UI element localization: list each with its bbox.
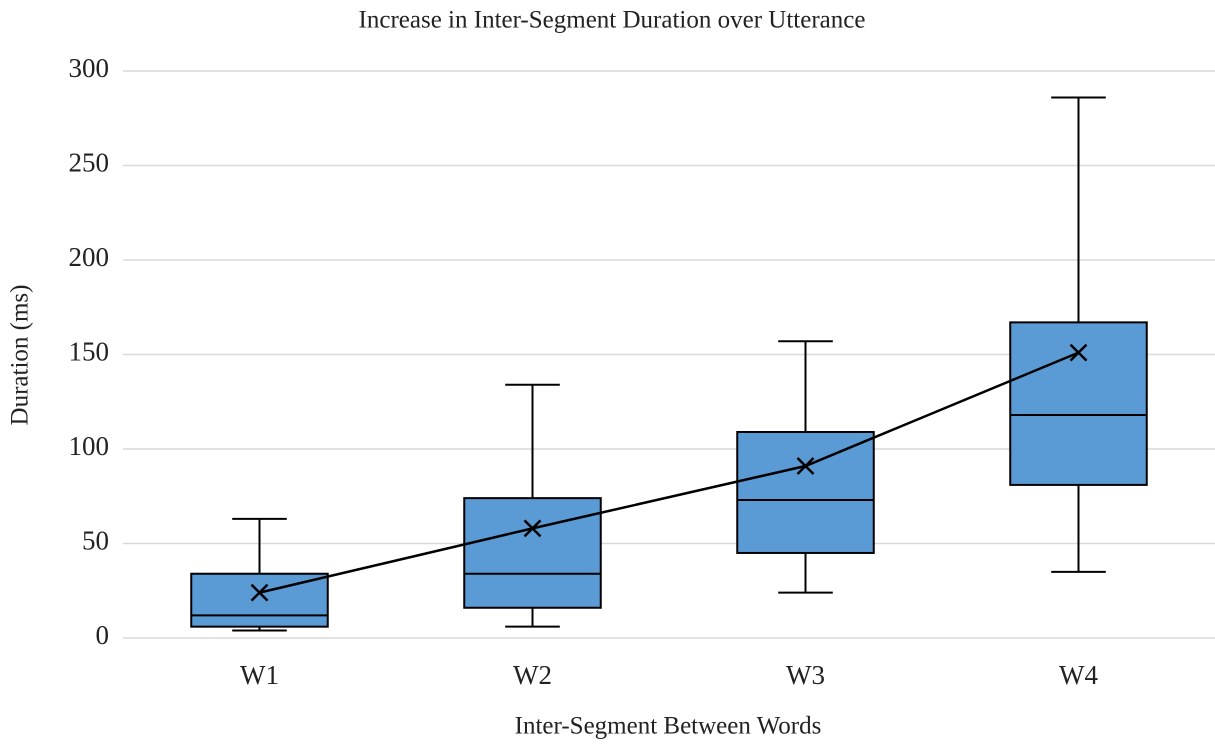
box xyxy=(1009,321,1148,486)
mean-marker xyxy=(1069,343,1088,362)
y-tick-label: 50 xyxy=(82,526,109,556)
y-axis-title: Duration (ms) xyxy=(7,285,34,426)
y-tick-label: 200 xyxy=(69,242,110,272)
y-tick-label: 150 xyxy=(69,337,110,367)
y-tick-label: 250 xyxy=(69,148,110,178)
box xyxy=(463,497,602,609)
x-tick-label: W1 xyxy=(240,660,279,690)
y-tick-label: 300 xyxy=(69,53,110,83)
mean-line xyxy=(259,351,1079,594)
chart-title: Increase in Inter-Segment Duration over … xyxy=(359,7,866,34)
x-tick-label: W4 xyxy=(1059,660,1098,690)
x-axis-title: Inter-Segment Between Words xyxy=(515,713,822,740)
mean-marker xyxy=(250,583,269,602)
box xyxy=(736,430,875,554)
x-tick-label: W3 xyxy=(786,660,825,690)
mean-marker xyxy=(523,519,542,538)
y-tick-label: 0 xyxy=(96,620,110,650)
y-tick-label: 100 xyxy=(69,431,110,461)
x-tick-label: W2 xyxy=(513,660,552,690)
mean-marker xyxy=(796,457,815,475)
